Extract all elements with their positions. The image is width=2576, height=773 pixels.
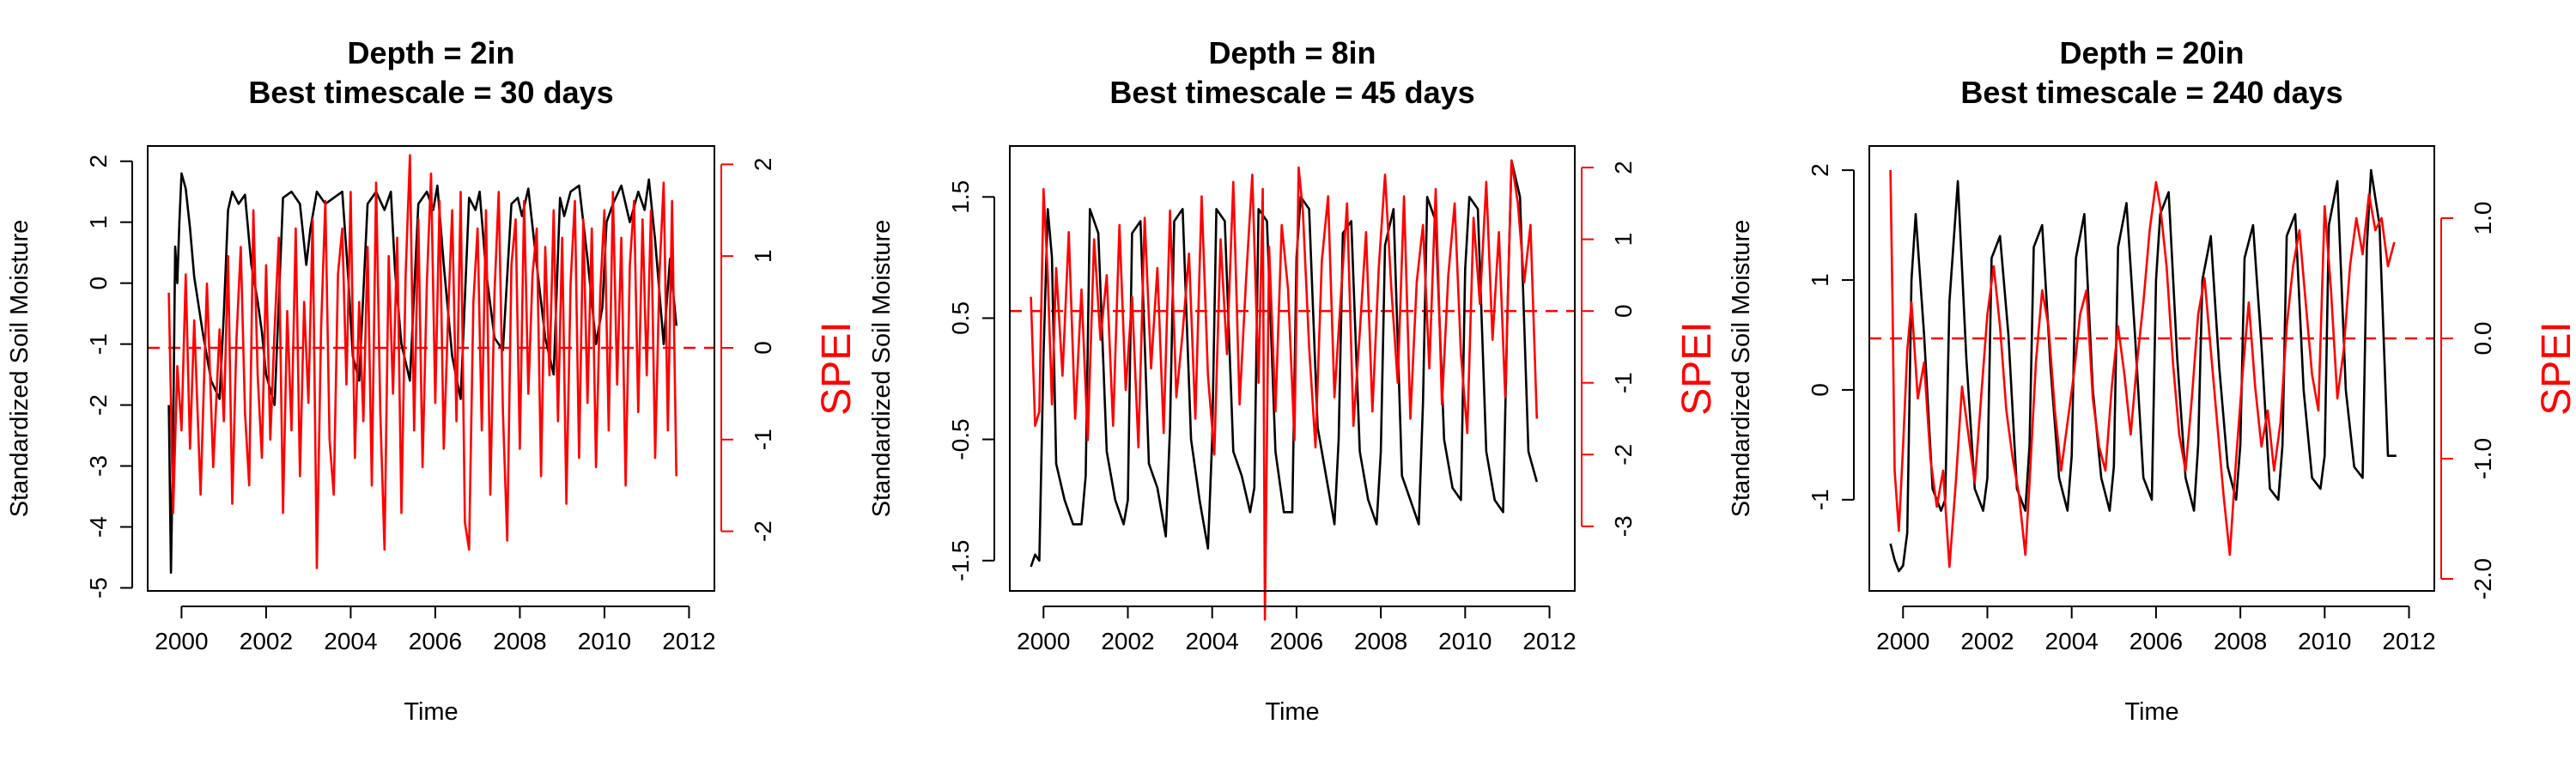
x-tick-label: 2012 [2382,628,2435,654]
x-tick-label: 2008 [2214,628,2267,654]
left-y-tick-label: -3 [85,455,112,477]
x-tick-label: 2010 [2298,628,2351,654]
right-y-tick-label: 1 [750,249,776,263]
x-tick-label: 2000 [1017,628,1070,654]
right-y-tick-label: 0 [750,341,776,355]
left-y-tick-label: -4 [85,516,112,538]
x-axis-label: Time [2124,698,2178,726]
x-tick-label: 2008 [493,628,546,654]
x-tick-label: 2012 [662,628,715,654]
right-y-tick-label: 2 [750,158,776,172]
left-y-axis-label: Standardized Soil Moisture [6,220,33,518]
x-tick-label: 2008 [1354,628,1407,654]
panel-2: Depth = 8in Best timescale = 45 days 2000 2… [868,35,1720,726]
spei-series-line [1030,159,1539,621]
plot-frame [1009,145,1576,592]
x-tick-label: 2002 [240,628,293,654]
left-y-tick-label: 1 [85,216,112,229]
soil-moisture-series-line [1030,159,1539,568]
left-y-tick-label: 1 [1807,273,1833,287]
left-y-tick-label: -5 [85,577,112,599]
x-tick-label: 2004 [1186,628,1239,654]
left-y-tick-label: -1 [1807,489,1833,510]
left-y-tick-label: -2 [85,394,112,416]
right-y-axis-label: SPEI [2534,321,2576,415]
left-y-tick-label: 2 [1807,163,1833,177]
x-tick-label: 2004 [2045,628,2099,654]
x-tick-label: 2002 [1101,628,1154,654]
right-y-tick-label: -3 [1610,515,1637,537]
left-y-tick-label: 0.5 [947,301,974,335]
chart-title-line-1: Depth = 8in [1208,35,1376,70]
x-tick-label: 2002 [1960,628,2014,654]
right-y-axis-label: SPEI [1674,321,1720,415]
chart-title-line-2: Best timescale = 30 days [248,75,613,110]
chart-title-line-1: Depth = 20in [2059,35,2244,70]
right-y-axis-label: SPEI [814,321,860,415]
left-y-tick-label: 2 [85,155,112,168]
left-y-tick-label: -1.5 [947,540,974,581]
x-tick-label: 2000 [1876,628,1929,654]
x-axis-label: Time [404,698,458,726]
chart-title-line-2: Best timescale = 45 days [1109,75,1474,110]
left-y-tick-label: -0.5 [947,418,974,460]
right-y-tick-label: -2.0 [2470,558,2496,600]
right-y-tick-label: 1.0 [2470,202,2496,235]
chart-title-line-1: Depth = 2in [347,35,514,70]
spei-series-line [1889,169,2396,569]
right-y-tick-label: 0 [1610,304,1637,318]
x-tick-label: 2006 [409,628,462,654]
left-y-tick-label: 0 [1807,383,1833,397]
spei-series-line [167,154,677,569]
soil-moisture-series-line [1889,168,2397,573]
left-y-axis-label: Standardized Soil Moisture [1728,220,1755,518]
plot-frame [1868,145,2435,592]
chart-title-line-2: Best timescale = 240 days [1960,75,2342,110]
right-y-tick-label: -1 [750,429,776,450]
x-tick-label: 2012 [1522,628,1576,654]
right-y-tick-label: 2 [1610,161,1637,174]
x-tick-label: 2006 [1270,628,1323,654]
left-y-tick-label: -1 [85,333,112,355]
right-y-tick-label: -2 [750,520,776,542]
right-y-tick-label: -1.0 [2470,438,2496,479]
left-y-tick-label: 0 [85,277,112,290]
x-tick-label: 2010 [1438,628,1492,654]
right-y-tick-label: 1 [1610,233,1637,247]
left-y-tick-label: 1.5 [947,180,974,214]
x-tick-label: 2006 [2129,628,2183,654]
right-y-tick-label: -2 [1610,444,1637,466]
x-tick-label: 2010 [578,628,631,654]
right-y-tick-label: 0.0 [2470,322,2496,356]
x-tick-label: 2000 [155,628,208,654]
x-tick-label: 2004 [324,628,377,654]
right-y-tick-label: -1 [1610,372,1637,393]
panel-1: Depth = 2in Best timescale = 30 days 2000 2… [6,35,860,726]
plot-frame [147,145,715,592]
left-y-axis-label: Standardized Soil Moisture [868,220,896,518]
x-axis-label: Time [1265,698,1319,726]
